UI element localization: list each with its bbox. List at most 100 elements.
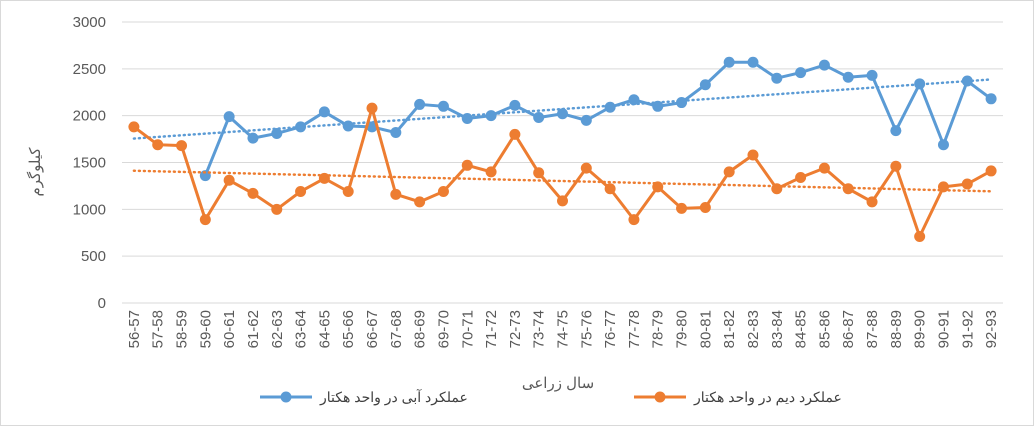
y-tick-label: 3000 (73, 14, 106, 31)
data-point (676, 97, 688, 109)
data-point (461, 112, 473, 124)
data-point (961, 75, 973, 87)
data-point (818, 162, 830, 174)
y-tick-label: 2500 (73, 61, 106, 78)
data-point (485, 166, 497, 178)
x-tick-label: 64-65 (316, 310, 333, 348)
data-point (723, 166, 735, 178)
x-tick-label: 72-73 (507, 310, 524, 348)
data-point (437, 186, 449, 198)
data-point (533, 112, 545, 124)
x-tick-label: 92-93 (983, 310, 1000, 348)
data-point (271, 127, 283, 139)
data-point (914, 230, 926, 242)
data-point (247, 187, 259, 199)
x-tick-label: 88-89 (888, 310, 905, 348)
data-point (914, 78, 926, 90)
data-point (223, 174, 235, 186)
x-tick-label: 65-66 (340, 310, 357, 348)
y-axis-label: کیلوگرم (26, 147, 44, 197)
data-point (676, 202, 688, 214)
x-tick-label: 61-62 (245, 310, 262, 348)
legend-marker (654, 391, 666, 403)
x-tick-label: 82-83 (745, 310, 762, 348)
x-tick-label: 74-75 (555, 310, 572, 348)
y-tick-label: 0 (98, 295, 106, 312)
x-tick-label: 76-77 (602, 310, 619, 348)
x-tick-label: 58-59 (174, 310, 191, 348)
x-tick-label: 71-72 (483, 310, 500, 348)
x-tick-label: 81-82 (721, 310, 738, 348)
data-point (842, 71, 854, 83)
y-tick-label: 2000 (73, 108, 106, 125)
x-tick-label: 90-91 (935, 310, 952, 348)
legend-label: عملکرد دیم در واحد هکتار (693, 389, 842, 406)
data-point (342, 120, 354, 132)
data-point (580, 162, 592, 174)
data-point (985, 93, 997, 105)
x-tick-label: 91-92 (959, 310, 976, 348)
x-tick-label: 68-69 (412, 310, 429, 348)
y-tick-label: 500 (81, 248, 106, 265)
data-point (318, 172, 330, 184)
data-point (604, 101, 616, 113)
data-point (437, 100, 449, 112)
x-tick-label: 77-78 (626, 310, 643, 348)
data-point (366, 102, 378, 114)
data-point (795, 67, 807, 79)
x-tick-label: 59-60 (197, 310, 214, 348)
data-point (461, 159, 473, 171)
data-point (937, 181, 949, 193)
data-point (628, 214, 640, 226)
data-point (890, 160, 902, 172)
data-point (533, 167, 545, 179)
data-point (152, 139, 164, 151)
x-tick-label: 57-58 (150, 310, 167, 348)
data-point (652, 100, 664, 112)
data-point (723, 56, 735, 68)
y-tick-label: 1000 (73, 201, 106, 218)
data-point (176, 140, 188, 152)
data-point (747, 149, 759, 161)
data-point (390, 188, 402, 200)
data-point (699, 201, 711, 213)
data-point (628, 94, 640, 106)
legend-label: عملکرد آبی در واحد هکتار (319, 388, 468, 406)
x-tick-label: 80-81 (697, 310, 714, 348)
data-point (961, 178, 973, 190)
data-point (199, 214, 211, 226)
data-point (128, 121, 140, 133)
data-point (223, 111, 235, 123)
x-tick-label: 83-84 (769, 310, 786, 348)
x-tick-label: 66-67 (364, 310, 381, 348)
data-point (509, 99, 521, 111)
x-tick-label: 89-90 (912, 310, 929, 348)
x-axis-label: سال زراعی (522, 375, 594, 392)
x-tick-label: 70-71 (459, 310, 476, 348)
data-point (890, 125, 902, 137)
x-tick-label: 86-87 (840, 310, 857, 348)
x-tick-label: 78-79 (650, 310, 667, 348)
data-point (366, 121, 378, 133)
data-point (795, 171, 807, 183)
x-tick-label: 60-61 (221, 310, 238, 348)
x-tick-label: 67-68 (388, 310, 405, 348)
data-point (414, 98, 426, 110)
x-tick-label: 75-76 (578, 310, 595, 348)
data-point (866, 196, 878, 208)
x-tick-label: 85-86 (816, 310, 833, 348)
legend-marker (280, 391, 292, 403)
data-point (937, 139, 949, 151)
data-point (818, 59, 830, 71)
data-point (604, 183, 616, 195)
data-point (771, 72, 783, 84)
data-point (699, 79, 711, 91)
data-point (985, 165, 997, 177)
data-point (295, 186, 307, 198)
data-point (557, 195, 568, 207)
x-tick-label: 63-64 (293, 310, 310, 348)
data-point (318, 106, 330, 118)
x-tick-label: 73-74 (531, 310, 548, 348)
